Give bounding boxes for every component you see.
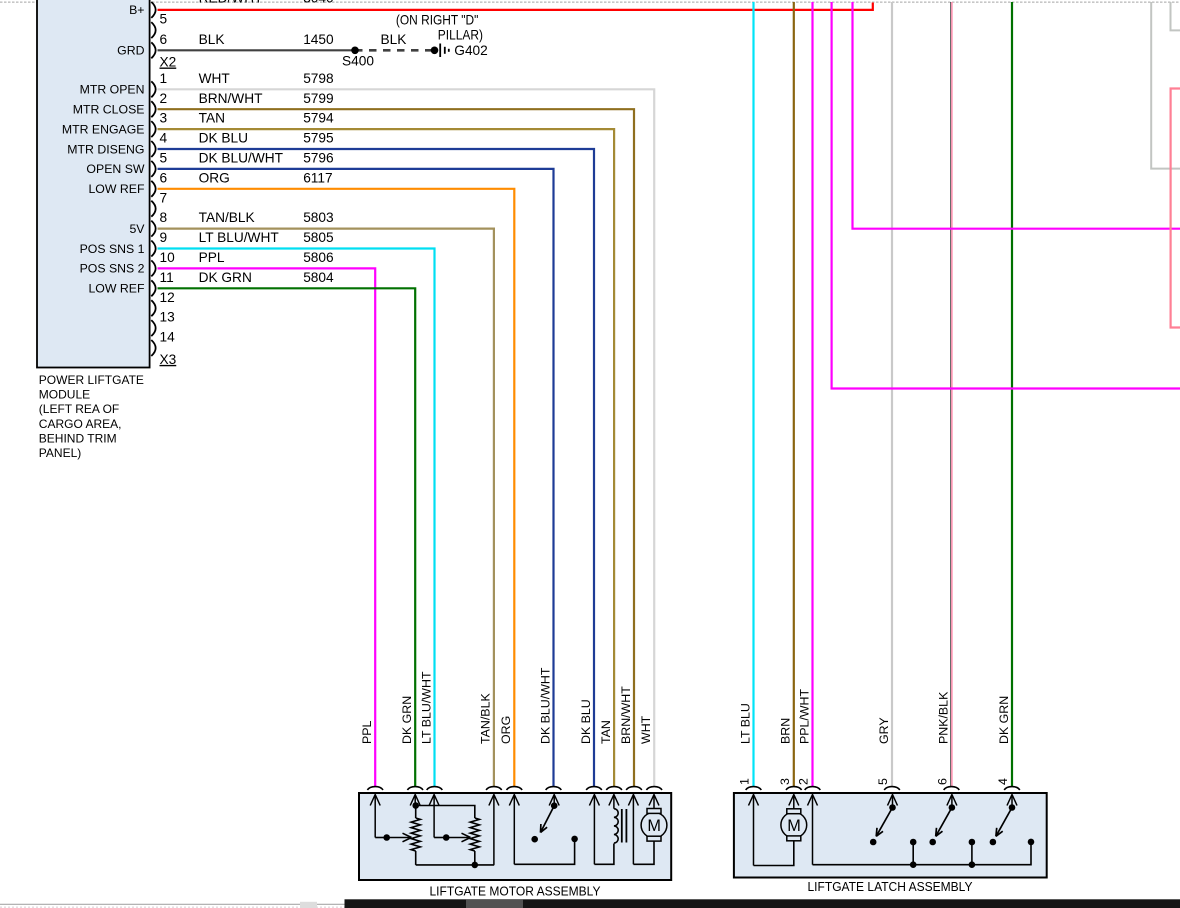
svg-text:B+: B+ <box>129 3 144 17</box>
svg-text:LIFTGATE LATCH ASSEMBLY: LIFTGATE LATCH ASSEMBLY <box>808 880 974 894</box>
svg-text:(ON RIGHT "D": (ON RIGHT "D" <box>396 12 479 27</box>
svg-text:10: 10 <box>160 250 176 265</box>
svg-text:MTR DISENG: MTR DISENG <box>67 142 144 156</box>
svg-text:13: 13 <box>160 310 176 325</box>
svg-text:PPL/WHT: PPL/WHT <box>797 688 811 744</box>
svg-text:5V: 5V <box>129 222 145 236</box>
svg-text:TAN/BLK: TAN/BLK <box>479 693 493 744</box>
svg-text:5798: 5798 <box>303 71 334 86</box>
svg-text:WHT: WHT <box>639 715 653 744</box>
svg-text:OPEN SW: OPEN SW <box>86 162 144 176</box>
svg-text:DK GRN: DK GRN <box>199 270 252 285</box>
svg-text:LOW REF: LOW REF <box>88 182 145 196</box>
svg-text:POS SNS 2: POS SNS 2 <box>80 262 145 276</box>
svg-text:BRN/WHT: BRN/WHT <box>619 686 633 744</box>
svg-text:CARGO AREA,: CARGO AREA, <box>39 417 122 431</box>
svg-text:PILLAR): PILLAR) <box>438 28 483 43</box>
svg-text:DK BLU: DK BLU <box>199 131 248 146</box>
svg-text:5794: 5794 <box>303 111 334 126</box>
svg-text:3: 3 <box>778 778 792 785</box>
svg-text:MTR ENGAGE: MTR ENGAGE <box>62 122 145 136</box>
svg-text:MTR OPEN: MTR OPEN <box>80 83 145 97</box>
svg-text:POS SNS 1: POS SNS 1 <box>80 242 145 256</box>
svg-text:DK GRN: DK GRN <box>400 696 414 744</box>
svg-text:11: 11 <box>160 270 174 285</box>
svg-text:6117: 6117 <box>303 170 332 185</box>
svg-text:BRN: BRN <box>779 718 793 744</box>
svg-text:DK BLU/WHT: DK BLU/WHT <box>538 667 552 744</box>
svg-text:MODULE: MODULE <box>39 388 90 402</box>
svg-text:WHT: WHT <box>199 71 231 86</box>
svg-text:PNK/BLK: PNK/BLK <box>936 691 950 744</box>
svg-text:14: 14 <box>160 330 176 345</box>
svg-text:1: 1 <box>160 71 168 86</box>
svg-text:DK BLU/WHT: DK BLU/WHT <box>199 151 284 166</box>
svg-text:5: 5 <box>160 151 168 166</box>
svg-text:LT BLU/WHT: LT BLU/WHT <box>419 671 433 744</box>
svg-text:BLK: BLK <box>199 32 225 47</box>
svg-text:5806: 5806 <box>303 250 334 265</box>
svg-text:9: 9 <box>160 230 168 245</box>
svg-text:LT BLU/WHT: LT BLU/WHT <box>199 230 280 245</box>
svg-text:5: 5 <box>160 12 168 27</box>
svg-text:LIFTGATE MOTOR ASSEMBLY: LIFTGATE MOTOR ASSEMBLY <box>430 885 602 899</box>
svg-text:PPL: PPL <box>360 720 374 744</box>
svg-text:LT BLU: LT BLU <box>738 703 752 744</box>
svg-text:MTR CLOSE: MTR CLOSE <box>73 103 145 117</box>
svg-text:6: 6 <box>936 778 950 785</box>
svg-text:S400: S400 <box>342 54 374 69</box>
svg-text:1450: 1450 <box>303 32 334 47</box>
svg-text:5795: 5795 <box>303 131 334 146</box>
svg-text:5799: 5799 <box>303 91 333 106</box>
svg-text:DK GRN: DK GRN <box>997 696 1011 744</box>
svg-text:2: 2 <box>797 778 811 785</box>
svg-text:G402: G402 <box>454 43 487 58</box>
svg-text:BEHIND TRIM: BEHIND TRIM <box>39 431 117 445</box>
svg-text:3: 3 <box>160 111 168 126</box>
svg-text:ORG: ORG <box>499 716 513 744</box>
svg-text:PPL: PPL <box>199 250 225 265</box>
svg-text:TAN/BLK: TAN/BLK <box>199 210 255 225</box>
svg-text:TAN: TAN <box>199 111 225 126</box>
svg-text:TAN: TAN <box>599 720 613 744</box>
svg-text:ORG: ORG <box>199 170 230 185</box>
svg-text:RED/WHT: RED/WHT <box>199 0 264 5</box>
svg-text:M: M <box>787 817 801 835</box>
svg-text:7: 7 <box>160 190 168 205</box>
svg-text:M: M <box>647 817 661 835</box>
svg-text:1: 1 <box>738 778 752 785</box>
svg-text:5805: 5805 <box>303 230 334 245</box>
svg-text:PANEL): PANEL) <box>39 446 81 460</box>
svg-text:BRN/WHT: BRN/WHT <box>199 91 264 106</box>
svg-text:8: 8 <box>160 210 168 225</box>
svg-text:GRY: GRY <box>877 717 891 744</box>
svg-text:X2: X2 <box>160 55 177 70</box>
svg-text:6: 6 <box>160 170 168 185</box>
svg-text:12: 12 <box>160 290 175 305</box>
svg-text:2: 2 <box>160 91 168 106</box>
svg-text:X3: X3 <box>160 352 177 367</box>
svg-text:4: 4 <box>996 778 1010 785</box>
svg-text:5804: 5804 <box>303 270 334 285</box>
svg-text:DK BLU: DK BLU <box>579 699 593 744</box>
svg-text:5: 5 <box>876 778 890 785</box>
svg-text:(LEFT REA OF: (LEFT REA OF <box>39 402 119 416</box>
svg-text:GRD: GRD <box>117 44 144 58</box>
svg-text:3040: 3040 <box>303 0 334 5</box>
svg-text:4: 4 <box>160 131 168 146</box>
svg-text:BLK: BLK <box>381 32 407 47</box>
svg-text:POWER LIFTGATE: POWER LIFTGATE <box>39 373 144 387</box>
svg-text:6: 6 <box>160 32 168 47</box>
svg-text:5796: 5796 <box>303 151 334 166</box>
svg-text:5803: 5803 <box>303 210 334 225</box>
svg-text:LOW REF: LOW REF <box>88 282 145 296</box>
